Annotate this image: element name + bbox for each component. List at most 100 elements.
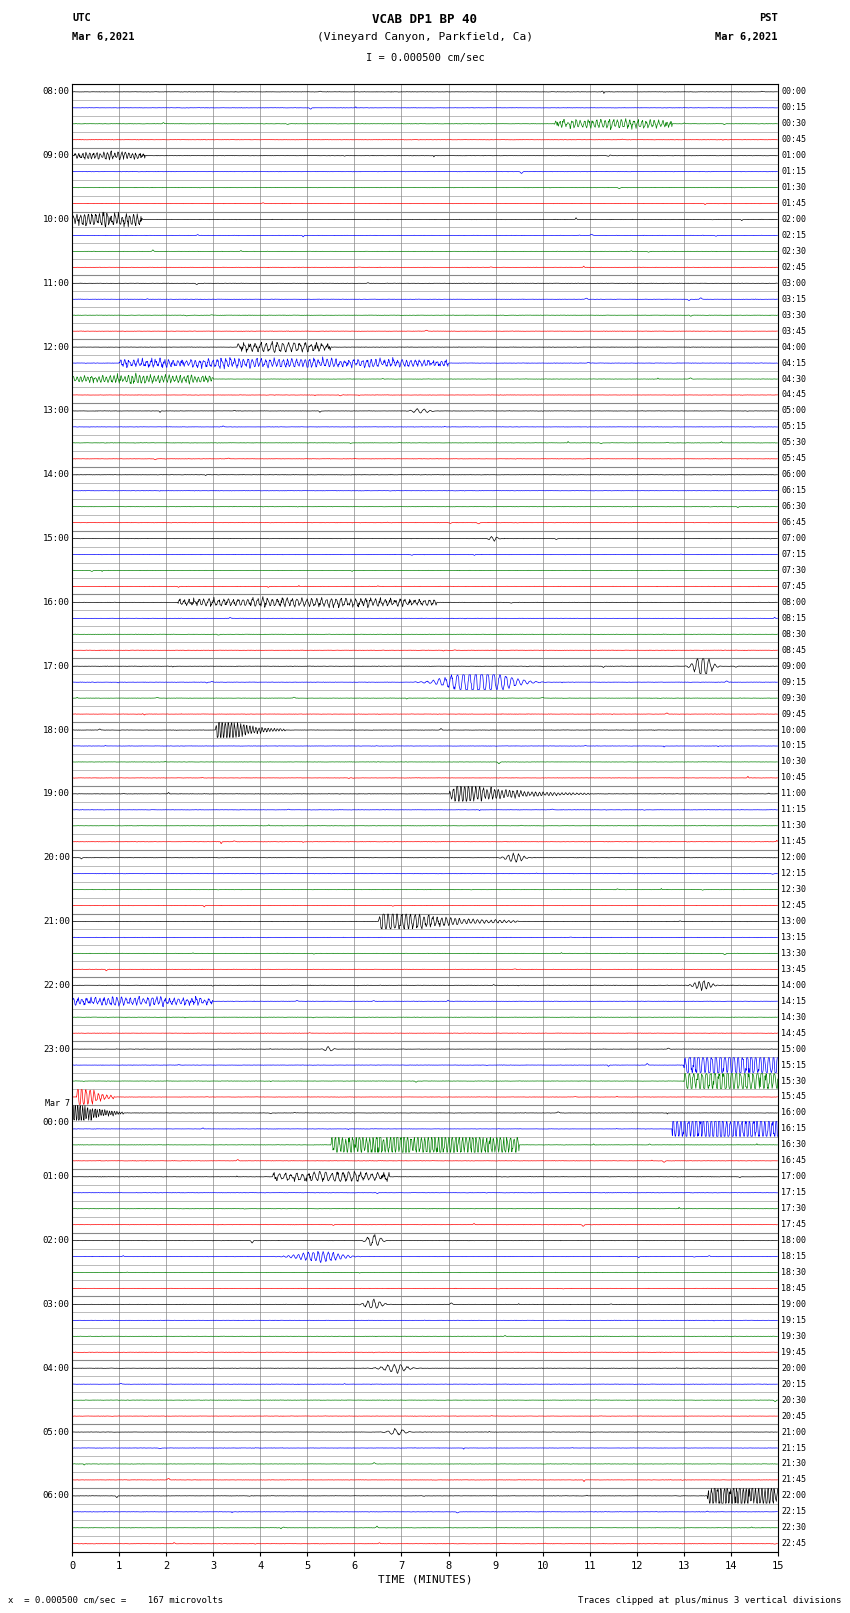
Text: 09:00: 09:00: [42, 152, 70, 160]
Text: 18:00: 18:00: [42, 726, 70, 734]
Text: 06:45: 06:45: [781, 518, 806, 527]
Text: 06:00: 06:00: [781, 471, 806, 479]
Text: 00:00: 00:00: [42, 1118, 70, 1127]
Text: (Vineyard Canyon, Parkfield, Ca): (Vineyard Canyon, Parkfield, Ca): [317, 32, 533, 42]
Text: 12:00: 12:00: [781, 853, 806, 863]
Text: 18:15: 18:15: [781, 1252, 806, 1261]
Text: 12:00: 12:00: [42, 342, 70, 352]
Text: 20:45: 20:45: [781, 1411, 806, 1421]
Text: 13:45: 13:45: [781, 965, 806, 974]
Text: 14:45: 14:45: [781, 1029, 806, 1037]
Text: 01:45: 01:45: [781, 198, 806, 208]
Text: 12:15: 12:15: [781, 869, 806, 877]
Text: 02:00: 02:00: [781, 215, 806, 224]
Text: 02:00: 02:00: [42, 1236, 70, 1245]
Text: 13:30: 13:30: [781, 948, 806, 958]
Text: 10:30: 10:30: [781, 758, 806, 766]
Text: 03:45: 03:45: [781, 327, 806, 336]
Text: 00:15: 00:15: [781, 103, 806, 113]
Text: 14:00: 14:00: [42, 471, 70, 479]
Text: 05:00: 05:00: [42, 1428, 70, 1437]
Text: UTC: UTC: [72, 13, 91, 23]
Text: 20:00: 20:00: [781, 1363, 806, 1373]
Text: 15:30: 15:30: [781, 1076, 806, 1086]
Text: 01:15: 01:15: [781, 168, 806, 176]
Text: 08:45: 08:45: [781, 645, 806, 655]
Text: 14:30: 14:30: [781, 1013, 806, 1021]
Text: 22:00: 22:00: [42, 981, 70, 990]
Text: 00:30: 00:30: [781, 119, 806, 129]
Text: 06:00: 06:00: [42, 1492, 70, 1500]
Text: 14:00: 14:00: [781, 981, 806, 990]
Text: 20:15: 20:15: [781, 1379, 806, 1389]
Text: 11:45: 11:45: [781, 837, 806, 847]
Text: 21:15: 21:15: [781, 1444, 806, 1452]
Text: 06:30: 06:30: [781, 502, 806, 511]
Text: 05:45: 05:45: [781, 455, 806, 463]
Text: 21:00: 21:00: [781, 1428, 806, 1437]
Text: 10:15: 10:15: [781, 742, 806, 750]
Text: 18:00: 18:00: [781, 1236, 806, 1245]
Text: 22:15: 22:15: [781, 1507, 806, 1516]
Text: x  = 0.000500 cm/sec =    167 microvolts: x = 0.000500 cm/sec = 167 microvolts: [8, 1595, 224, 1605]
Text: 21:00: 21:00: [42, 918, 70, 926]
Text: 04:00: 04:00: [42, 1363, 70, 1373]
Text: 08:15: 08:15: [781, 615, 806, 623]
Text: 11:00: 11:00: [781, 789, 806, 798]
Text: 03:30: 03:30: [781, 311, 806, 319]
Text: 17:45: 17:45: [781, 1219, 806, 1229]
Text: 17:00: 17:00: [781, 1173, 806, 1181]
Text: 09:30: 09:30: [781, 694, 806, 703]
Text: 18:30: 18:30: [781, 1268, 806, 1277]
Text: 21:30: 21:30: [781, 1460, 806, 1468]
Text: 17:15: 17:15: [781, 1189, 806, 1197]
Text: 12:30: 12:30: [781, 886, 806, 894]
Text: 11:30: 11:30: [781, 821, 806, 831]
Text: 06:15: 06:15: [781, 486, 806, 495]
Text: I = 0.000500 cm/sec: I = 0.000500 cm/sec: [366, 53, 484, 63]
Text: Mar 7: Mar 7: [45, 1098, 70, 1108]
X-axis label: TIME (MINUTES): TIME (MINUTES): [377, 1574, 473, 1586]
Text: 02:30: 02:30: [781, 247, 806, 256]
Text: 14:15: 14:15: [781, 997, 806, 1007]
Text: 23:00: 23:00: [42, 1045, 70, 1053]
Text: 19:30: 19:30: [781, 1332, 806, 1340]
Text: 07:45: 07:45: [781, 582, 806, 590]
Text: 09:45: 09:45: [781, 710, 806, 718]
Text: 01:00: 01:00: [781, 152, 806, 160]
Text: Mar 6,2021: Mar 6,2021: [715, 32, 778, 42]
Text: 09:15: 09:15: [781, 677, 806, 687]
Text: 16:30: 16:30: [781, 1140, 806, 1150]
Text: 15:00: 15:00: [781, 1045, 806, 1053]
Text: 05:00: 05:00: [781, 406, 806, 416]
Text: 22:45: 22:45: [781, 1539, 806, 1548]
Text: 22:30: 22:30: [781, 1523, 806, 1532]
Text: 10:00: 10:00: [42, 215, 70, 224]
Text: 15:45: 15:45: [781, 1092, 806, 1102]
Text: 01:30: 01:30: [781, 184, 806, 192]
Text: 07:15: 07:15: [781, 550, 806, 560]
Text: 20:30: 20:30: [781, 1395, 806, 1405]
Text: 08:30: 08:30: [781, 629, 806, 639]
Text: Mar 6,2021: Mar 6,2021: [72, 32, 135, 42]
Text: 19:00: 19:00: [781, 1300, 806, 1308]
Text: 08:00: 08:00: [42, 87, 70, 97]
Text: Traces clipped at plus/minus 3 vertical divisions: Traces clipped at plus/minus 3 vertical …: [578, 1595, 842, 1605]
Text: 15:00: 15:00: [42, 534, 70, 544]
Text: PST: PST: [759, 13, 778, 23]
Text: 07:00: 07:00: [781, 534, 806, 544]
Text: 04:15: 04:15: [781, 358, 806, 368]
Text: 13:15: 13:15: [781, 932, 806, 942]
Text: 05:15: 05:15: [781, 423, 806, 431]
Text: 04:00: 04:00: [781, 342, 806, 352]
Text: 20:00: 20:00: [42, 853, 70, 863]
Text: 10:45: 10:45: [781, 773, 806, 782]
Text: 03:15: 03:15: [781, 295, 806, 303]
Text: 19:15: 19:15: [781, 1316, 806, 1324]
Text: 21:45: 21:45: [781, 1476, 806, 1484]
Text: 00:00: 00:00: [781, 87, 806, 97]
Text: 04:30: 04:30: [781, 374, 806, 384]
Text: 04:45: 04:45: [781, 390, 806, 400]
Text: 07:30: 07:30: [781, 566, 806, 574]
Text: VCAB DP1 BP 40: VCAB DP1 BP 40: [372, 13, 478, 26]
